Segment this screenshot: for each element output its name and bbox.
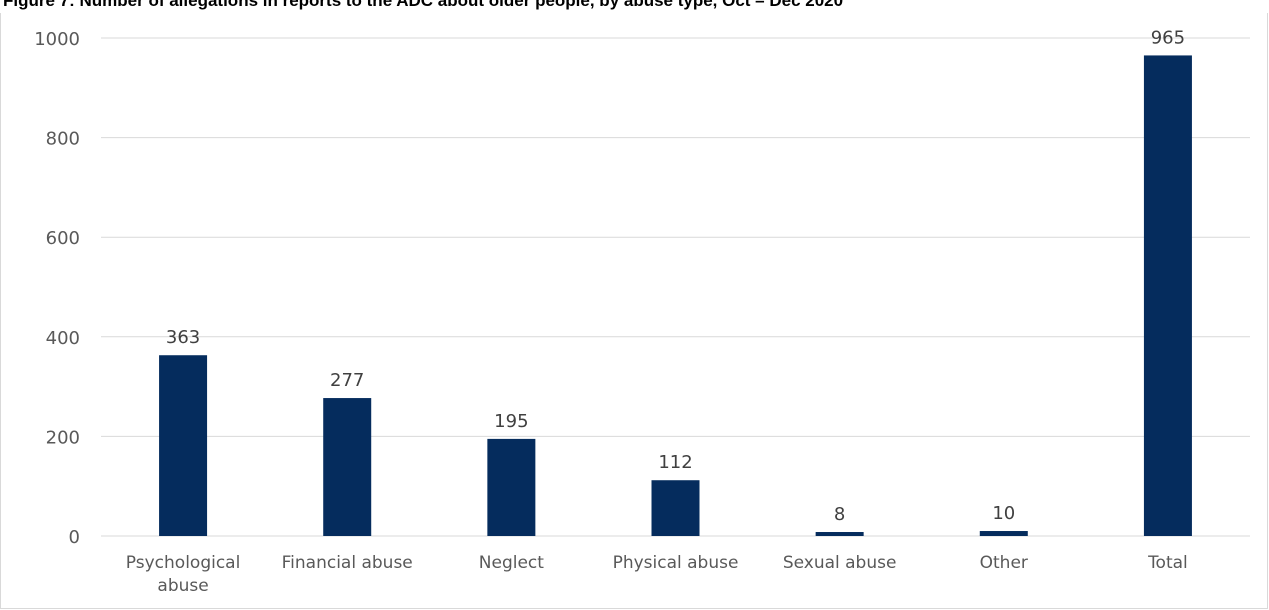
bar	[1143, 55, 1192, 537]
x-category-label: Total	[1147, 553, 1188, 573]
x-category-label: Neglect	[479, 553, 544, 573]
gridlines	[101, 37, 1250, 537]
bar	[979, 531, 1028, 536]
data-labels: 363 277 195 112 8 10 965	[166, 27, 1185, 525]
y-tick-label: 400	[46, 328, 80, 349]
data-label: 363	[166, 327, 200, 348]
data-label: 8	[834, 504, 845, 525]
bars	[159, 55, 1192, 537]
y-tick-label: 800	[46, 129, 80, 150]
data-label: 10	[992, 503, 1015, 524]
data-label: 965	[1151, 27, 1185, 48]
data-label: 112	[658, 452, 692, 473]
bar	[651, 480, 700, 536]
y-axis-ticks: 0 200 400 600 800 1000	[34, 29, 80, 548]
x-category-label: Financial abuse	[282, 553, 413, 573]
data-label: 277	[330, 370, 364, 391]
chart-title: Figure 7: Number of allegations in repor…	[3, 0, 844, 10]
data-label: 195	[494, 411, 528, 432]
x-category-label: Physical abuse	[613, 553, 739, 573]
y-tick-label: 600	[46, 228, 80, 249]
bar	[159, 355, 208, 536]
y-tick-label: 1000	[34, 29, 80, 50]
y-tick-label: 200	[46, 427, 80, 448]
x-category-label: Sexual abuse	[783, 553, 897, 573]
chart-frame	[0, 13, 1268, 609]
y-tick-label: 0	[69, 527, 80, 548]
x-category-label: Psychological abuse	[126, 553, 241, 596]
x-axis-categories: Psychological abuse Financial abuse Neglect…	[126, 553, 1188, 596]
x-category-label: Other	[980, 553, 1028, 573]
bar	[815, 532, 864, 536]
bar	[323, 398, 372, 536]
bar	[487, 438, 536, 536]
